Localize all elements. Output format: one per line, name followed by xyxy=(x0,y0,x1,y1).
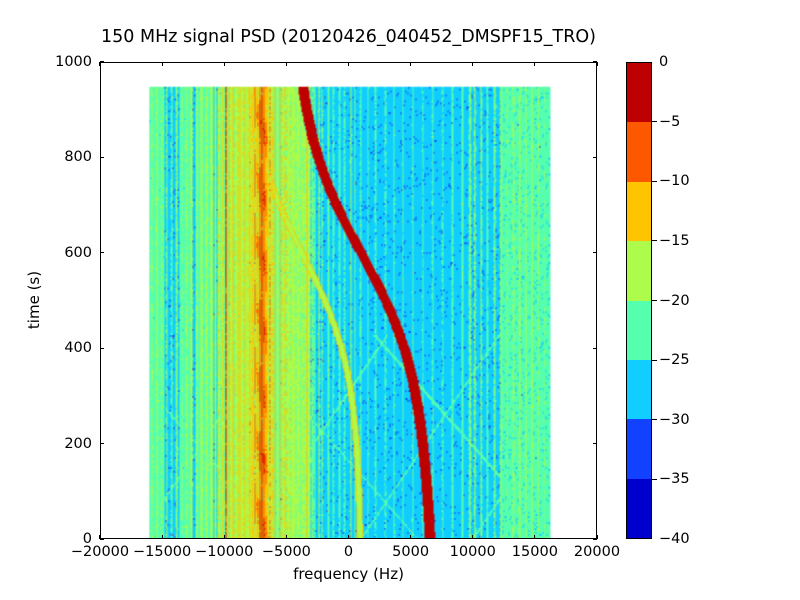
colorbar-band xyxy=(627,300,651,360)
colorbar-tick-mark xyxy=(652,240,657,242)
x-tick-label: −20000 xyxy=(70,544,130,560)
spectrogram-image xyxy=(101,63,596,538)
x-axis-label: frequency (Hz) xyxy=(293,565,404,583)
y-tick-mark xyxy=(100,252,104,254)
colorbar-tick-label: 0 xyxy=(659,54,669,70)
x-tick-mark-top xyxy=(596,62,598,66)
page-title: 150 MHz signal PSD (20120426_040452_DMSP… xyxy=(101,27,596,47)
x-tick-label: 10000 xyxy=(449,544,496,560)
colorbar-tick-label: −25 xyxy=(659,352,690,369)
colorbar[interactable] xyxy=(626,62,652,539)
x-tick-mark-top xyxy=(285,62,287,66)
x-tick-mark xyxy=(347,535,350,539)
y-tick-label: 200 xyxy=(64,435,92,452)
y-tick-mark xyxy=(100,347,104,349)
colorbar-tick-mark xyxy=(652,419,657,421)
y-tick-label: 1000 xyxy=(55,54,92,70)
colorbar-band xyxy=(627,359,651,420)
x-tick-mark-top xyxy=(410,62,412,66)
colorbar-band xyxy=(627,181,651,242)
spectrogram-axes[interactable] xyxy=(100,62,597,539)
colorbar-band xyxy=(627,419,651,479)
y-tick-mark xyxy=(100,443,104,445)
colorbar-band xyxy=(627,63,651,123)
x-tick-mark xyxy=(534,535,536,539)
y-tick-label: 800 xyxy=(64,149,92,166)
x-tick-mark-top xyxy=(161,62,163,66)
x-tick-label: 15000 xyxy=(511,544,558,560)
x-tick-mark-top xyxy=(472,62,474,66)
x-tick-label: −15000 xyxy=(132,544,192,560)
x-tick-label: −5000 xyxy=(261,544,311,560)
colorbar-band xyxy=(627,478,651,538)
x-tick-mark xyxy=(472,535,474,539)
y-tick-label: 0 xyxy=(82,531,92,547)
colorbar-tick-label: −15 xyxy=(659,232,690,249)
colorbar-band xyxy=(627,122,651,182)
colorbar-tick-label: −20 xyxy=(659,292,690,309)
x-tick-mark xyxy=(99,535,101,539)
x-tick-label: −10000 xyxy=(195,544,254,560)
y-tick-mark-right xyxy=(593,443,597,445)
x-tick-label: 0 xyxy=(343,544,354,560)
colorbar-tick-label: −40 xyxy=(659,531,690,547)
y-tick-mark xyxy=(100,156,104,158)
x-tick-mark-top xyxy=(534,62,536,66)
colorbar-tick-mark xyxy=(652,180,657,182)
y-axis-label: time (s) xyxy=(25,270,43,330)
x-tick-mark xyxy=(161,535,163,539)
y-tick-mark xyxy=(100,61,104,63)
y-tick-mark-right xyxy=(593,347,597,349)
y-tick-mark xyxy=(100,538,104,540)
colorbar-tick-label: −30 xyxy=(659,411,690,428)
x-tick-mark xyxy=(596,535,598,539)
colorbar-tick-label: −5 xyxy=(659,113,681,130)
colorbar-tick-mark xyxy=(652,121,657,123)
x-tick-label: 20000 xyxy=(573,544,621,560)
y-tick-label: 600 xyxy=(64,244,92,261)
x-tick-mark xyxy=(410,535,412,539)
colorbar-band xyxy=(627,241,651,301)
y-tick-mark-right xyxy=(593,252,597,254)
x-tick-mark xyxy=(223,535,225,539)
y-tick-mark-right xyxy=(593,156,597,158)
y-tick-mark-right xyxy=(593,538,597,540)
colorbar-tick-mark xyxy=(652,299,657,302)
colorbar-tick-mark xyxy=(652,359,657,361)
colorbar-tick-label: −10 xyxy=(659,173,690,190)
x-tick-mark-top xyxy=(223,62,225,66)
y-tick-label: 400 xyxy=(64,340,92,357)
colorbar-tick-mark xyxy=(652,478,657,480)
x-tick-label: 5000 xyxy=(392,544,430,560)
x-tick-mark xyxy=(285,535,287,539)
colorbar-tick-label: −35 xyxy=(659,471,690,488)
x-tick-mark-top xyxy=(99,62,101,66)
x-tick-mark-top xyxy=(347,62,350,66)
y-tick-mark-right xyxy=(593,61,597,63)
